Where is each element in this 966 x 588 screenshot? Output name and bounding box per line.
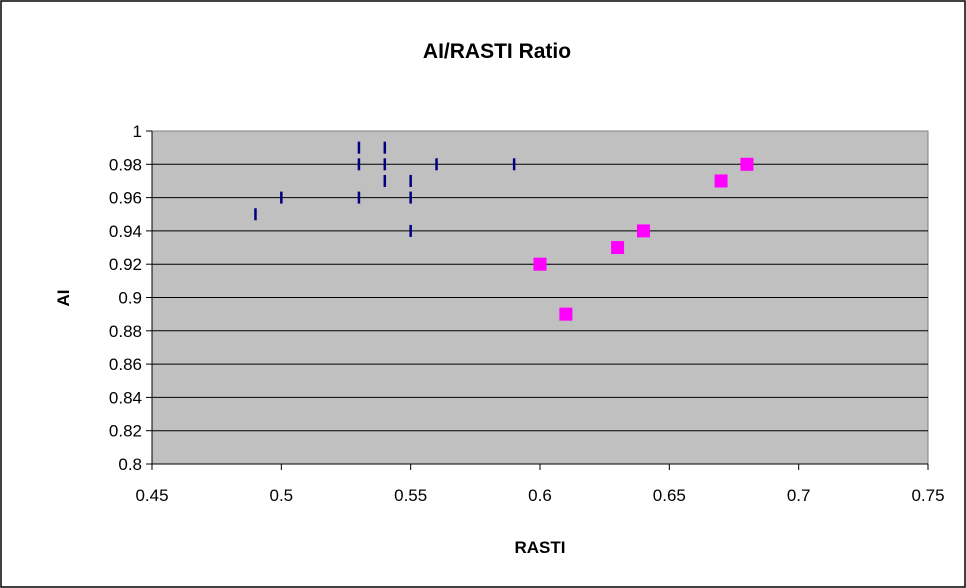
data-point-dash [435,158,438,171]
y-tick-label: 0.82 [109,422,142,441]
axes [146,130,929,470]
y-axis-title: AI [54,290,73,307]
data-point-square [714,174,728,188]
x-tick-label: 0.65 [653,486,686,505]
data-point-square [740,157,754,171]
data-point-dash [409,174,412,187]
data-point-dash [357,141,361,154]
data-point-dash [383,141,387,154]
data-point-dash [254,208,257,221]
data-point-dash [512,158,516,171]
data-series [254,141,754,321]
data-point-dash [409,191,412,204]
x-tick-label: 0.6 [528,486,552,505]
data-point-square [611,241,625,255]
data-point-square [636,224,650,238]
y-tick-label: 0.92 [109,255,142,274]
y-tick-label: 0.84 [109,388,142,407]
x-tick-label: 0.7 [787,486,811,505]
data-point-dash [383,174,387,187]
data-point-dash [409,224,412,237]
chart-title: AI/RASTI Ratio [423,40,571,63]
x-tick-label: 0.55 [394,486,427,505]
data-point-dash [357,191,361,204]
y-tick-label: 0.94 [109,222,142,241]
y-tick-label: 0.98 [109,155,142,174]
data-point-dash [357,158,361,171]
x-tick-label: 0.75 [911,486,944,505]
y-tick-label: 1 [133,122,142,141]
y-tick-label: 0.86 [109,355,142,374]
y-tick-label: 0.8 [118,455,142,474]
x-tick-label: 0.5 [270,486,294,505]
x-tick-label: 0.45 [135,486,168,505]
data-point-square [533,257,547,271]
data-point-square [559,307,573,321]
data-point-dash [383,158,387,171]
tick-labels: 0.8 0.82 0.84 0.86 0.88 0.9 0.92 0.94 0.96 0.98 1 0… [109,122,945,505]
y-tick-label: 0.96 [109,189,142,208]
y-tick-label: 0.9 [118,289,142,308]
gridlines [152,163,928,432]
y-tick-label: 0.88 [109,322,142,341]
data-point-dash [280,191,283,204]
x-axis-title: RASTI [515,538,566,557]
